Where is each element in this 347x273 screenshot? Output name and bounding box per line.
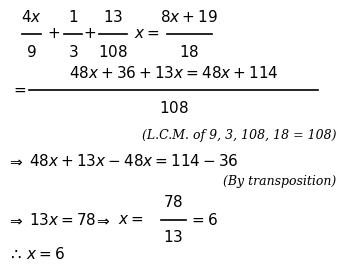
Text: $9$: $9$ — [26, 44, 36, 60]
Text: $\Rightarrow$: $\Rightarrow$ — [7, 154, 24, 168]
Text: $108$: $108$ — [159, 100, 188, 116]
Text: $108$: $108$ — [98, 44, 128, 60]
Text: $1$: $1$ — [68, 8, 78, 25]
Text: $13x=78$: $13x=78$ — [29, 212, 97, 228]
Text: $+$: $+$ — [47, 27, 60, 41]
Text: $\therefore$: $\therefore$ — [7, 245, 22, 263]
Text: $=6$: $=6$ — [189, 212, 219, 228]
Text: $48x+36+13x=48x+114$: $48x+36+13x=48x+114$ — [69, 64, 278, 81]
Text: $x=6$: $x=6$ — [26, 246, 65, 262]
Text: $3$: $3$ — [68, 44, 78, 60]
Text: (L.C.M. of 9, 3, 108, 18 = 108): (L.C.M. of 9, 3, 108, 18 = 108) — [142, 129, 337, 142]
Text: $+$: $+$ — [83, 27, 96, 41]
Text: $48x+13x-48x=114-36$: $48x+13x-48x=114-36$ — [29, 153, 239, 169]
Text: $13$: $13$ — [163, 229, 184, 245]
Text: $x = $: $x = $ — [134, 27, 159, 41]
Text: $18$: $18$ — [179, 44, 199, 60]
Text: $x=$: $x=$ — [118, 213, 144, 227]
Text: $13$: $13$ — [103, 8, 123, 25]
Text: (By transposition): (By transposition) — [223, 175, 337, 188]
Text: $4x$: $4x$ — [21, 8, 42, 25]
Text: $\Rightarrow$: $\Rightarrow$ — [94, 212, 111, 227]
Text: $8x+19$: $8x+19$ — [160, 8, 218, 25]
Text: $=$: $=$ — [11, 83, 27, 97]
Text: $\Rightarrow$: $\Rightarrow$ — [7, 212, 24, 227]
Text: $78$: $78$ — [163, 194, 184, 210]
